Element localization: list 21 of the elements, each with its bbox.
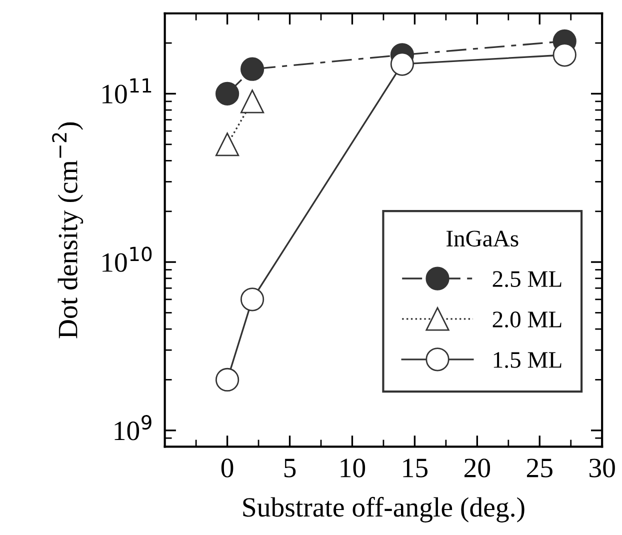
y-tick-label: 10$^{10}$ xyxy=(102,246,152,272)
legend-title: InGaAs xyxy=(446,230,518,247)
x-axis-title: Substrate off-angle (deg.) xyxy=(243,496,524,522)
point xyxy=(240,288,264,312)
point xyxy=(240,57,264,81)
x-tick-label: 30 xyxy=(590,458,615,478)
y-tick-label: 10$^{11}$ xyxy=(102,78,152,104)
x-tick-label: 5 xyxy=(284,458,296,478)
legend-label: 2.5 ML xyxy=(492,271,562,288)
point xyxy=(552,43,576,67)
x-tick-label: 10 xyxy=(340,458,366,478)
legend-label: 2.0 ML xyxy=(492,312,562,328)
point xyxy=(215,82,240,106)
y-tick-label: 10$^{9}$ xyxy=(114,414,152,440)
point xyxy=(390,52,414,76)
legend-label: 1.5 ML xyxy=(494,352,562,368)
x-tick-label: 25 xyxy=(526,458,552,478)
x-tick-label: 0 xyxy=(221,458,234,478)
y-axis-title: Dot density (cm$^{−2}$) xyxy=(52,122,84,338)
x-tick-label: 15 xyxy=(403,458,428,478)
x-tick-label: 20 xyxy=(464,458,490,478)
